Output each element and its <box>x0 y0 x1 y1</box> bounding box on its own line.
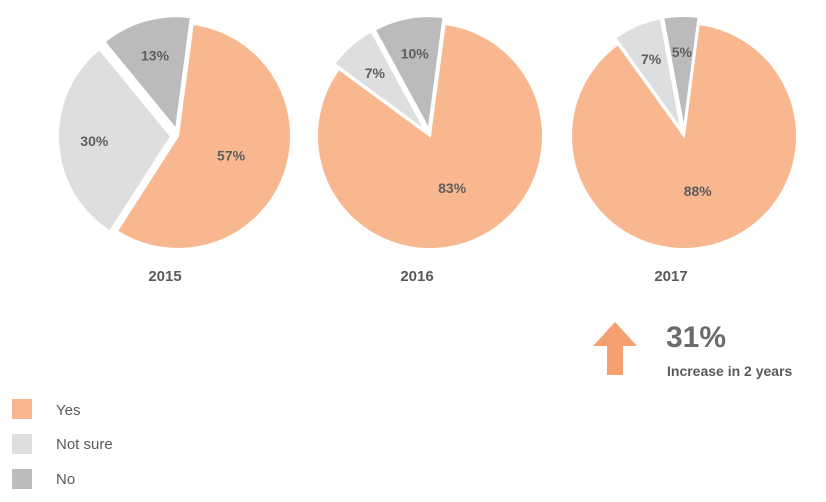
increase-callout: 31% Increase in 2 years <box>593 321 793 379</box>
legend-label-not-sure: Not sure <box>56 436 113 453</box>
slice-label-not-sure-2017: 7% <box>641 51 662 67</box>
legend: Yes Not sure No <box>12 399 113 489</box>
slice-yes-2016 <box>316 22 544 250</box>
slice-yes-2017 <box>570 22 798 250</box>
year-label-2017: 2017 <box>654 268 687 285</box>
slice-yes-2015 <box>115 22 292 250</box>
year-label-2015: 2015 <box>148 268 181 285</box>
slice-not-sure-2016 <box>332 30 427 132</box>
slice-label-yes-2017: 88% <box>684 183 713 199</box>
slice-no-2016 <box>373 15 445 133</box>
slice-label-no-2016: 10% <box>401 46 430 62</box>
pie-2016: 83% 7% 10% 2016 <box>316 15 544 285</box>
legend-label-yes: Yes <box>56 402 80 419</box>
slice-label-not-sure-2016: 7% <box>365 65 386 81</box>
legend-swatch-yes <box>12 399 32 419</box>
pie-2017: 88% 7% 5% 2017 <box>570 15 798 285</box>
slice-label-yes-2016: 83% <box>438 180 467 196</box>
slice-label-not-sure-2015: 30% <box>80 133 109 149</box>
increase-caption: Increase in 2 years <box>667 363 793 379</box>
slice-not-sure-2015 <box>57 47 173 233</box>
slice-no-2017 <box>662 15 700 130</box>
slice-not-sure-2017 <box>613 17 683 131</box>
pie-2015: 57% 30% 13% 2015 <box>57 15 292 285</box>
legend-swatch-no <box>12 469 32 489</box>
pie-charts: 57% 30% 13% 2015 83% 7% 10% 2016 88% 7% 5% 2017 <box>57 15 798 285</box>
up-arrow-icon <box>593 322 637 375</box>
legend-swatch-not-sure <box>12 434 32 454</box>
legend-label-no: No <box>56 471 75 488</box>
slice-label-no-2015: 13% <box>141 47 170 63</box>
slice-no-2015 <box>103 15 192 132</box>
year-label-2016: 2016 <box>400 268 433 285</box>
slice-label-yes-2015: 57% <box>217 147 246 163</box>
increase-value: 31% <box>666 321 726 354</box>
slice-label-no-2017: 5% <box>672 44 693 60</box>
